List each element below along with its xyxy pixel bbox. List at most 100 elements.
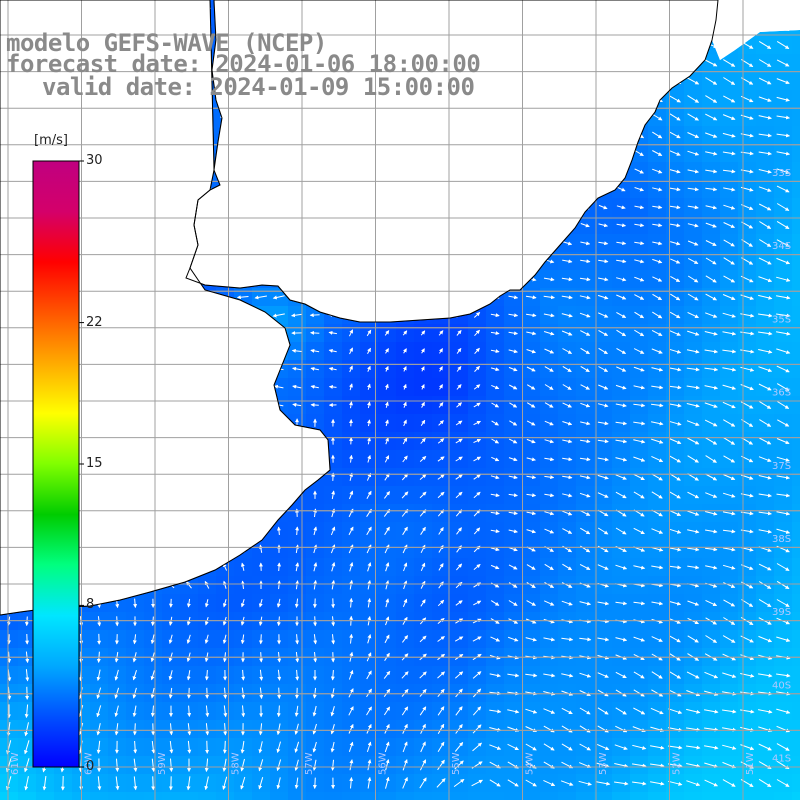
speed-cell <box>792 630 800 649</box>
wind-arrow <box>310 315 319 316</box>
speed-cell <box>792 792 800 800</box>
lon-label: 57W <box>304 752 315 775</box>
lon-label: 58W <box>231 752 242 775</box>
wind-arrow <box>279 688 280 699</box>
colorbar-unit: [m/s] <box>34 133 68 148</box>
speed-cell <box>792 108 800 127</box>
speed-cell <box>792 594 800 613</box>
speed-cell <box>792 666 800 685</box>
speed-cell <box>792 486 800 505</box>
speed-cell <box>792 36 800 55</box>
speed-cell <box>792 396 800 415</box>
speed-cell <box>234 792 253 800</box>
speed-cell <box>792 774 800 793</box>
lon-label: 61W <box>10 752 21 775</box>
speed-cell <box>468 792 487 800</box>
speed-cell <box>792 162 800 181</box>
speed-cell <box>792 504 800 523</box>
speed-cell <box>792 522 800 541</box>
speed-cell <box>792 180 800 199</box>
speed-cell <box>594 792 613 800</box>
lat-label: 35S <box>772 314 791 325</box>
speed-cell <box>0 792 19 800</box>
speed-cell <box>630 792 649 800</box>
speed-cell <box>792 126 800 145</box>
speed-cell <box>756 792 775 800</box>
speed-cell <box>702 792 721 800</box>
speed-cell <box>414 792 433 800</box>
speed-cell <box>666 792 685 800</box>
speed-cell <box>288 792 307 800</box>
speed-cell <box>324 792 343 800</box>
speed-cell <box>396 792 415 800</box>
speed-cell <box>162 792 181 800</box>
lon-label: 55W <box>451 752 462 775</box>
speed-cell <box>198 792 217 800</box>
speed-cell <box>792 612 800 631</box>
speed-cell <box>792 90 800 109</box>
lat-label: 37S <box>772 461 791 472</box>
colorbar <box>33 161 84 767</box>
lon-label: 54W <box>525 752 536 775</box>
speed-cell <box>792 432 800 451</box>
speed-cell <box>792 342 800 361</box>
speed-cell <box>792 324 800 343</box>
wind-arrow <box>315 778 316 789</box>
speed-cell <box>270 792 289 800</box>
wind-arrow <box>225 741 226 753</box>
speed-cell <box>126 792 145 800</box>
speed-cell <box>18 792 37 800</box>
speed-cell <box>90 792 109 800</box>
speed-cell <box>504 792 523 800</box>
wind-arrow <box>153 776 154 789</box>
speed-cell <box>216 792 235 800</box>
lon-label: 52W <box>672 752 683 775</box>
speed-cell <box>378 792 397 800</box>
colorbar-tick-label: 8 <box>86 597 94 612</box>
speed-cell <box>792 558 800 577</box>
speed-cell <box>252 792 271 800</box>
wind-arrow <box>311 405 319 406</box>
speed-cell <box>792 702 800 721</box>
colorbar-tick-label: 0 <box>86 759 94 774</box>
speed-cell <box>432 792 451 800</box>
speed-cell <box>792 216 800 235</box>
speed-cell <box>792 414 800 433</box>
speed-cell <box>792 378 800 397</box>
wind-arrow <box>135 723 136 734</box>
speed-cell <box>792 144 800 163</box>
wind-arrow <box>297 527 298 535</box>
speed-cell <box>792 684 800 703</box>
speed-cell <box>522 792 541 800</box>
speed-cell <box>738 792 757 800</box>
speed-cell <box>774 792 793 800</box>
speed-cell <box>540 792 559 800</box>
speed-cell <box>576 792 595 800</box>
lon-label: 56W <box>378 752 389 775</box>
lat-label: 34S <box>772 241 791 252</box>
speed-cell <box>792 270 800 289</box>
speed-cell <box>342 792 361 800</box>
speed-cell <box>792 540 800 559</box>
speed-cell <box>792 756 800 775</box>
speed-cell <box>450 792 469 800</box>
speed-cell <box>792 360 800 379</box>
speed-cell <box>180 792 199 800</box>
speed-cell <box>486 792 505 800</box>
lat-label: 39S <box>772 607 791 618</box>
wind-arrow <box>311 333 320 334</box>
lon-label: 51W <box>745 752 756 775</box>
speed-cell <box>720 792 739 800</box>
wind-arrow <box>279 563 280 571</box>
speed-cell <box>36 792 55 800</box>
lat-label: 36S <box>772 388 791 399</box>
speed-cell <box>558 792 577 800</box>
speed-cell <box>792 720 800 739</box>
lat-label: 41S <box>772 754 791 765</box>
colorbar-tick-label: 15 <box>86 456 103 471</box>
lon-label: 59W <box>157 752 168 775</box>
speed-cell <box>306 792 325 800</box>
colorbar-tick-label: 30 <box>86 153 103 168</box>
